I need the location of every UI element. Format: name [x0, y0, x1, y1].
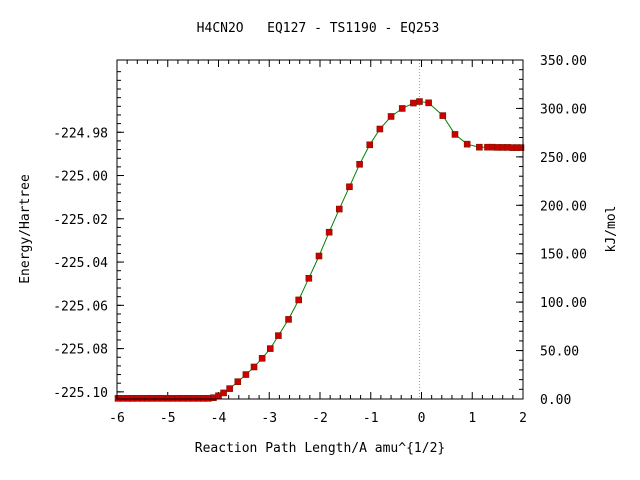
y2-tick-label: 50.00: [540, 345, 579, 360]
data-point-marker: [275, 332, 282, 339]
x-tick-label: -2: [312, 411, 328, 426]
x-tick-label: -4: [211, 411, 227, 426]
data-point-marker: [376, 125, 384, 133]
data-point-marker: [335, 205, 343, 213]
data-point-marker: [346, 183, 353, 191]
data-point-marker: [266, 345, 274, 352]
data-point-marker: [410, 99, 417, 107]
y2-axis-label: kJ/mol: [604, 206, 619, 253]
x-tick-label: -3: [261, 411, 277, 426]
data-point-marker: [305, 274, 313, 282]
x-tick-label: 0: [418, 411, 426, 426]
y2-tick-label: 0.00: [540, 393, 571, 408]
data-point-marker: [295, 296, 302, 304]
data-point-marker: [416, 98, 423, 105]
data-point-marker: [476, 143, 483, 151]
data-point-marker: [325, 228, 333, 236]
data-point-marker: [258, 355, 266, 362]
data-point-marker: [517, 144, 525, 151]
label-layer: -6 -5 -4 -3 -2 -1 0 1 2 -224.98 -225.00 -225.02 -225…: [53, 54, 587, 426]
data-point-marker: [234, 378, 242, 385]
marker-layer: [114, 98, 525, 402]
curve-layer: [118, 100, 521, 399]
y2-tick-label: 200.00: [540, 199, 587, 214]
data-point-marker: [451, 131, 459, 138]
x-tick-label: -6: [109, 411, 125, 426]
energy-curve-line: [118, 100, 521, 399]
data-point-marker: [356, 160, 363, 168]
y-axis-label: Energy/Hartree: [18, 174, 33, 284]
data-point-marker: [425, 99, 432, 107]
tick-layer: [116, 59, 524, 400]
y2-tick-label: 100.00: [540, 296, 587, 311]
data-point-marker: [242, 371, 250, 378]
data-point-marker: [220, 389, 227, 397]
data-point-marker: [398, 105, 406, 112]
y-tick-label: -225.00: [53, 170, 108, 185]
x-axis-label: Reaction Path Length/A amu^{1/2}: [195, 441, 445, 456]
data-point-marker: [366, 141, 374, 149]
x-tick-label: -5: [160, 411, 176, 426]
data-point-marker: [315, 252, 323, 260]
y-tick-label: -225.04: [53, 256, 108, 271]
y2-tick-label: 350.00: [540, 54, 587, 69]
x-tick-label: 1: [468, 411, 476, 426]
data-point-marker: [439, 112, 447, 119]
data-point-marker: [250, 363, 258, 371]
plot-frame: [116, 59, 524, 400]
y-tick-label: -225.10: [53, 386, 108, 401]
y-tick-label: -225.02: [53, 213, 108, 228]
data-point-marker: [387, 113, 395, 120]
chart-title: H4CN2O EQ127 - TS1190 - EQ253: [197, 21, 440, 36]
y-tick-label: -225.08: [53, 343, 108, 358]
x-tick-label: 2: [519, 411, 527, 426]
data-point-marker: [226, 385, 233, 392]
x-tick-label: -1: [363, 411, 379, 426]
data-point-marker: [463, 140, 471, 148]
data-point-marker: [285, 316, 292, 323]
y-tick-label: -225.06: [53, 299, 108, 314]
y2-tick-label: 250.00: [540, 151, 587, 166]
y2-tick-label: 300.00: [540, 102, 587, 117]
y2-tick-label: 150.00: [540, 248, 587, 263]
y-tick-label: -224.98: [53, 126, 108, 141]
